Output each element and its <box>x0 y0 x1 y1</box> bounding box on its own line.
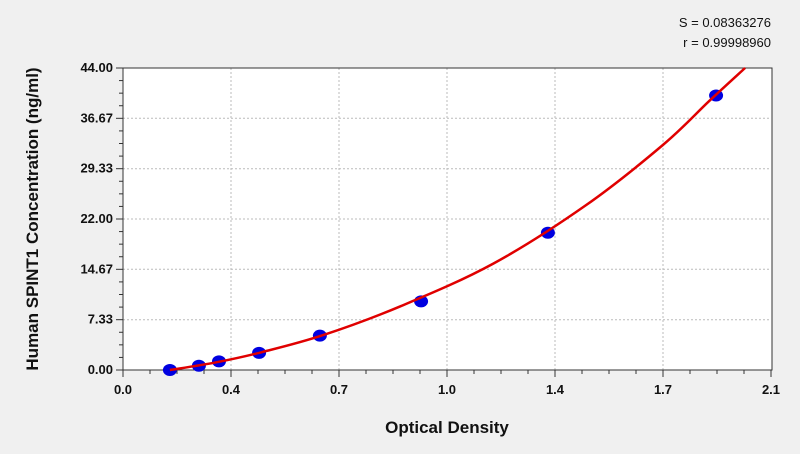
y-tick-label: 7.33 <box>88 312 113 327</box>
x-tick-label: 0.0 <box>114 382 132 397</box>
x-axis: 0.0 0.4 0.7 1.0 1.4 1.7 2.1 <box>114 370 780 397</box>
fit-curve <box>169 67 746 372</box>
stat-s: S = 0.08363276 <box>679 15 771 30</box>
x-tick-label: 1.4 <box>546 382 565 397</box>
gridlines <box>123 68 771 370</box>
x-tick-label: 0.7 <box>330 382 348 397</box>
x-tick-label: 1.0 <box>438 382 456 397</box>
y-tick-label: 44.00 <box>80 60 113 75</box>
y-axis-label: Human SPINT1 Concentration (ng/ml) <box>23 67 42 370</box>
y-tick-label: 29.33 <box>80 161 113 176</box>
x-axis-label: Optical Density <box>385 418 509 437</box>
x-tick-label: 2.1 <box>762 382 780 397</box>
x-tick-label: 0.4 <box>222 382 241 397</box>
y-tick-label: 22.00 <box>80 211 113 226</box>
y-tick-label: 0.00 <box>88 362 113 377</box>
y-axis: 0.00 7.33 14.67 22.00 29.33 36.67 44.00 <box>80 60 123 377</box>
x-tick-label: 1.7 <box>654 382 672 397</box>
y-tick-label: 36.67 <box>80 110 113 125</box>
stat-r: r = 0.99998960 <box>683 35 771 50</box>
y-tick-label: 14.67 <box>80 261 113 276</box>
